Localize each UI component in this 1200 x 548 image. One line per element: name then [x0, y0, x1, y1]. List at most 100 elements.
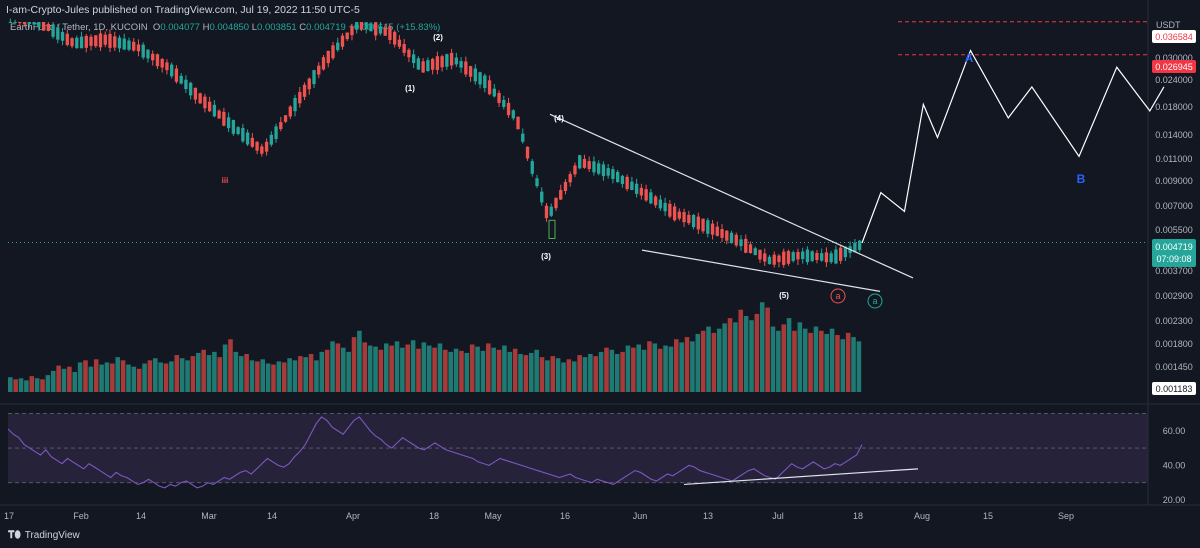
rsi-support-trendline	[683, 468, 919, 486]
candle-body	[75, 37, 79, 49]
candle-body	[853, 242, 857, 253]
candle-body	[426, 60, 430, 72]
candle-body	[454, 57, 459, 65]
candle-body	[587, 161, 591, 170]
candle-body	[521, 133, 525, 142]
candle-body	[544, 205, 549, 219]
volume-bar	[271, 364, 276, 392]
rsi-tick: 40.00	[1163, 460, 1186, 470]
volume-bar	[711, 332, 717, 392]
candle-body	[212, 104, 217, 117]
candle-body	[407, 49, 411, 58]
volume-bar	[217, 357, 223, 392]
volume-bar	[8, 377, 13, 392]
volume-bar	[528, 352, 534, 392]
volume-bar	[674, 339, 679, 392]
rsi-tick: 20.00	[1163, 495, 1186, 505]
volume-bar	[195, 352, 201, 392]
candle-body	[502, 99, 506, 107]
candle-body	[388, 26, 392, 40]
volume-bar	[502, 345, 507, 392]
volume-bar	[13, 379, 18, 392]
candle-body	[464, 61, 468, 75]
candle-body	[801, 251, 805, 260]
volume-bar	[330, 341, 335, 392]
price-tick: 0.009000	[1155, 176, 1193, 186]
wave-label-4: (4)	[554, 114, 564, 123]
wave-label-2: (2)	[433, 33, 443, 42]
candle-body	[563, 181, 568, 192]
price-tick: 0.001800	[1155, 339, 1193, 349]
volume-bar	[829, 328, 835, 392]
candle-body	[763, 253, 767, 262]
candle-body	[127, 40, 131, 50]
volume-bar	[238, 356, 244, 392]
candle-body	[487, 80, 492, 95]
candle-body	[402, 43, 406, 53]
time-tick: Jun	[633, 511, 648, 521]
candle-body	[217, 110, 221, 119]
candle-body	[497, 93, 501, 104]
volume-bar	[308, 354, 314, 392]
candle-body	[79, 36, 84, 49]
volume-bar	[770, 326, 776, 392]
last-price-badge	[1152, 239, 1196, 267]
candle-body	[189, 82, 193, 96]
volume-bar	[56, 365, 61, 392]
volume-bar	[539, 357, 545, 392]
volume-bar	[72, 371, 78, 392]
price-tick: 0.011000	[1156, 154, 1193, 164]
time-tick: Mar	[201, 511, 217, 521]
volume-bar	[577, 355, 582, 392]
candle-body	[706, 220, 710, 234]
candle-body	[701, 218, 705, 232]
candle-body	[568, 174, 572, 183]
candle-body	[677, 211, 681, 219]
volume-bar	[561, 362, 566, 392]
candle-body	[250, 137, 254, 147]
symbol-legend: EarthFund / Tether, 1D, KUCOIN O0.004077…	[10, 22, 440, 33]
volume-bar	[29, 376, 35, 392]
candle-body	[597, 163, 601, 174]
volume-bar	[545, 360, 550, 392]
last-price-countdown: 07:09:08	[1156, 254, 1191, 264]
price-tick: 0.002900	[1155, 291, 1193, 301]
symbol-name[interactable]: EarthFund / Tether, 1D, KUCOIN	[10, 22, 148, 33]
volume-bar	[475, 346, 480, 392]
volume-label: 0.001183	[1156, 384, 1193, 394]
volume-bar	[421, 342, 427, 392]
candle-body	[582, 158, 587, 168]
candle-body	[383, 27, 387, 36]
candle-body	[65, 33, 69, 46]
ohlc-close: 0.004719	[306, 22, 346, 33]
price-tick: 0.018000	[1155, 102, 1193, 112]
brand-name: TradingView	[24, 530, 80, 541]
candle-body	[715, 226, 719, 236]
candle-body	[630, 181, 634, 190]
candle-body	[32, 22, 36, 25]
candle-body	[734, 234, 738, 246]
volume-bar	[496, 349, 502, 392]
volume-bar	[448, 351, 453, 392]
candle-body	[103, 34, 107, 45]
volume-bar	[469, 344, 475, 392]
volume-bar	[67, 366, 72, 392]
volume-bar	[40, 379, 45, 392]
candle-body	[687, 214, 691, 224]
candle-body	[283, 115, 288, 122]
candle-body	[241, 127, 245, 142]
wave-label-9: B	[1077, 172, 1086, 186]
volume-bar	[507, 351, 513, 392]
candle-body	[8, 22, 13, 23]
candle-body	[857, 240, 862, 250]
candle-body	[549, 206, 553, 216]
candle-body	[796, 251, 800, 260]
tradingview-branding[interactable]: 𝐓⬮ TradingView	[8, 530, 80, 541]
candle-body	[340, 35, 345, 47]
projection-path	[861, 49, 1165, 244]
volume-bar	[598, 351, 604, 392]
volume-bar	[158, 362, 163, 392]
level-badge	[1152, 60, 1196, 73]
price-tick: 0.001450	[1155, 362, 1193, 372]
